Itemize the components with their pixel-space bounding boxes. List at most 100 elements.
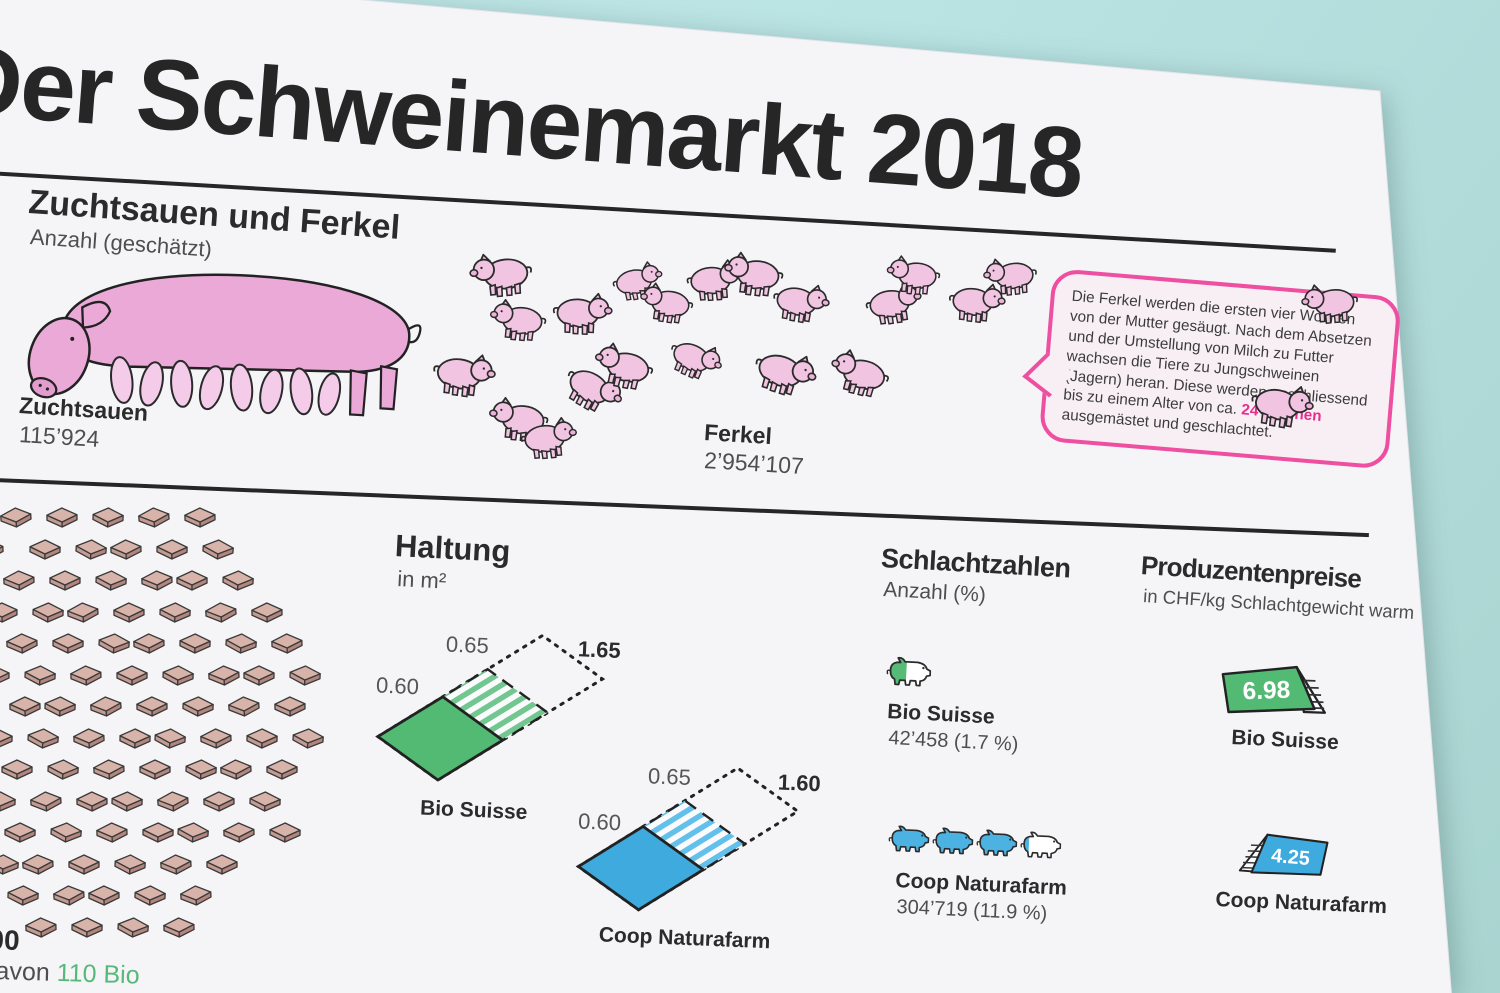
piglet-count-label: Ferkel (703, 419, 773, 450)
sow-illustration (27, 273, 422, 417)
farm-cube (48, 569, 82, 595)
farm-cube (68, 663, 103, 691)
farm-cube (265, 758, 299, 784)
farm-cube (25, 725, 61, 753)
farm-cube (162, 915, 197, 942)
dim-depth-coop: 0.65 (647, 763, 692, 790)
farm-cube (112, 600, 146, 627)
farm-cube (220, 568, 255, 596)
farm-cube (28, 788, 64, 816)
farm-cube (118, 726, 152, 753)
farm-cube (0, 600, 19, 627)
farm-cube (158, 852, 193, 880)
housing-name-bio: Bio Suisse (419, 796, 528, 825)
farm-cube (138, 758, 172, 784)
farm-cube (206, 663, 241, 691)
price-tag-coop-icon: 4.25 (1238, 833, 1329, 876)
pen-diagram-coop-icon (575, 766, 801, 912)
farm-cube (0, 505, 34, 533)
farm-cube (51, 632, 85, 659)
housing-name-coop: Coop Naturafarm (598, 923, 771, 954)
farm-cube (183, 757, 218, 785)
farm-cube (160, 663, 195, 691)
farm-cube (115, 664, 149, 690)
piglet-icon (429, 348, 500, 402)
farm-cube (223, 631, 259, 659)
farm-cube (65, 599, 101, 627)
piglet-icon (551, 290, 615, 336)
farm-cube (268, 821, 302, 848)
farm-cube (51, 883, 87, 911)
farm-bio-line: avon 110 Bio (0, 957, 140, 991)
pig-icon-coop-partial (1020, 831, 1062, 859)
farm-cube (203, 599, 239, 627)
pig-icon-coop-1 (888, 825, 930, 853)
sow-count-value: 115’924 (18, 421, 101, 452)
farm-cube (132, 631, 167, 658)
farm-cube (24, 915, 59, 942)
farm-cube (181, 694, 216, 721)
pig-icon-bio (886, 656, 932, 687)
farm-cube (242, 664, 276, 690)
farm-cube (0, 726, 14, 753)
farm-cube (155, 788, 191, 816)
farm-cube (175, 820, 211, 848)
farm-cube (91, 505, 126, 532)
farm-cube (112, 852, 147, 880)
farm-cube (202, 789, 236, 816)
farm-cube (1, 568, 36, 596)
farm-count-fragment: 00 (0, 924, 21, 957)
farm-cube (75, 789, 109, 816)
piglet-icon (1298, 281, 1360, 327)
farm-cube (115, 914, 151, 942)
farm-bio-fragment: 110 Bio (56, 958, 141, 990)
farm-cube (45, 506, 79, 533)
farm-cube (218, 757, 253, 785)
farm-cube (93, 568, 128, 596)
farm-cube (141, 821, 175, 848)
farm-cube (0, 664, 11, 690)
pig-icon-coop-row (887, 824, 1062, 860)
housing-diagram-bio: 0.65 1.65 0.60 Bio Suisse (358, 596, 628, 837)
farm-cube (88, 694, 124, 722)
piglet-icon (518, 416, 580, 462)
farm-cube (43, 694, 78, 721)
farm-cube (248, 789, 283, 816)
dim-total-bio: 1.65 (577, 636, 622, 664)
farm-cube (110, 789, 145, 816)
housing-diagram-coop: 0.65 1.60 0.60 Coop Naturafarm (559, 726, 828, 966)
farm-cube (5, 631, 40, 658)
farm-cube (200, 536, 236, 564)
farm-cube (0, 852, 21, 880)
farm-cube (178, 883, 214, 911)
farm-cube (205, 853, 239, 879)
piglet-icon (486, 298, 548, 344)
farm-cube (72, 726, 107, 753)
farm-cube (48, 820, 84, 848)
farm-cube (250, 600, 284, 627)
farm-cube (0, 537, 5, 564)
price-value-bio: 6.98 (1242, 677, 1291, 706)
farm-cube (136, 505, 172, 533)
pen-diagram-bio-icon (375, 633, 606, 782)
farm-cube (133, 883, 168, 910)
farm-cube (183, 506, 217, 533)
farm-cube (155, 537, 189, 564)
dim-depth-bio: 0.65 (445, 631, 490, 659)
piglet-icon (884, 254, 942, 296)
farm-cube (3, 821, 37, 848)
farm-cube (222, 820, 257, 847)
farm-cube (20, 852, 55, 880)
housing-heading: Haltung (394, 528, 512, 569)
farm-cube (8, 695, 42, 722)
price-value-coop: 4.25 (1270, 845, 1310, 870)
farm-cube (0, 758, 34, 784)
pig-icon-coop-3 (976, 829, 1018, 857)
farm-cube (45, 757, 80, 785)
farm-cube (0, 789, 17, 816)
farm-cube (135, 695, 169, 722)
farm-cube (73, 536, 109, 564)
farm-cube (175, 569, 209, 595)
